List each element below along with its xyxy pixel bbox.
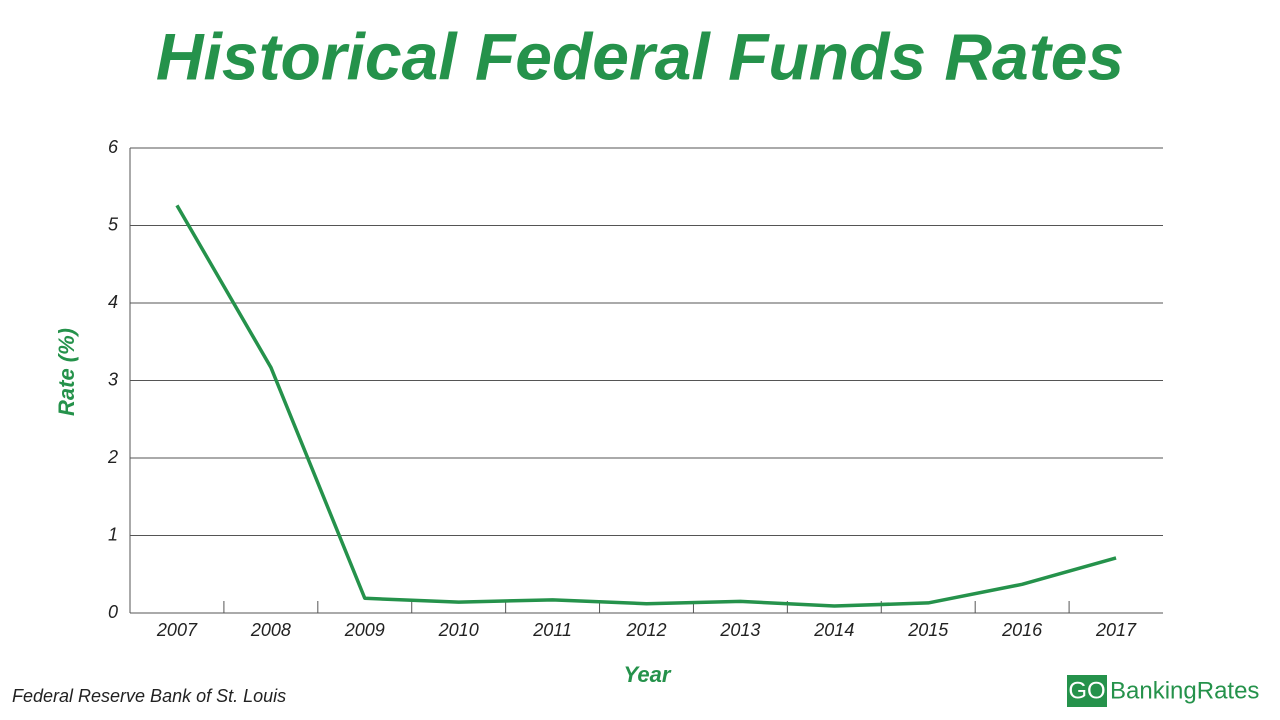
x-tick-label: 2011	[532, 620, 572, 640]
y-tick-label: 5	[108, 214, 119, 234]
x-tick-label: 2010	[438, 620, 479, 640]
logo-text: BankingRates	[1110, 677, 1259, 704]
x-tick-label: 2016	[1001, 620, 1043, 640]
x-tick-label: 2017	[1095, 620, 1137, 640]
x-tick-label: 2015	[907, 620, 949, 640]
x-tick-label: 2013	[719, 620, 760, 640]
x-tick-label: 2007	[156, 620, 198, 640]
x-tick-label: 2008	[250, 620, 291, 640]
logo-go: GO	[1068, 677, 1105, 704]
x-tick-label: 2012	[625, 620, 666, 640]
y-tick-label: 3	[108, 369, 118, 389]
x-axis-label: Year	[624, 662, 672, 687]
line-series	[175, 204, 1117, 608]
x-tick-label: 2009	[344, 620, 385, 640]
chart-title: Historical Federal Funds Rates	[156, 19, 1124, 93]
x-tick-label: 2014	[813, 620, 854, 640]
logo-box	[1067, 675, 1107, 707]
y-tick-label: 1	[108, 524, 118, 544]
y-tick-label: 4	[108, 292, 118, 312]
y-axis-label: Rate (%)	[54, 328, 79, 416]
source: Federal Reserve Bank of St. Louis	[12, 686, 286, 706]
y-tick-label: 6	[108, 137, 119, 157]
y-tick-label: 0	[108, 602, 118, 622]
y-tick-label: 2	[107, 447, 118, 467]
